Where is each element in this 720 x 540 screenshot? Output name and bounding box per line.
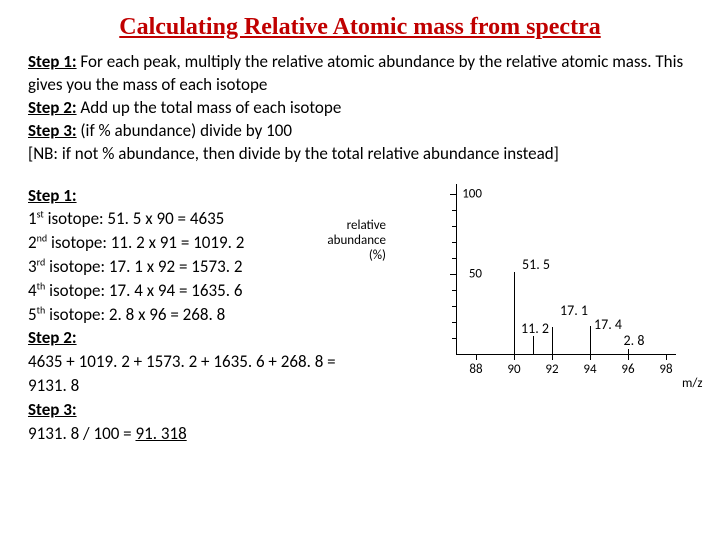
calc-step2-label: Step 2: bbox=[28, 327, 77, 348]
step3-label: Step 3: bbox=[28, 120, 77, 141]
mass-spectrum-chart: relative abundance (%) 88909294969851. 5… bbox=[364, 184, 714, 434]
calc-step3-pre: 9131. 8 / 100 = bbox=[28, 423, 135, 444]
spectrum-bar bbox=[628, 349, 629, 354]
y-minor-tick bbox=[452, 306, 456, 307]
calc-step3-line: 9131. 8 / 100 = 91. 318 bbox=[28, 422, 358, 446]
x-tick bbox=[476, 354, 477, 360]
y-axis-label-2: abundance bbox=[327, 233, 386, 248]
x-tick bbox=[628, 354, 629, 360]
x-tick-label: 88 bbox=[469, 362, 482, 377]
calc-step1-label: Step 1: bbox=[28, 185, 77, 206]
step2-label: Step 2: bbox=[28, 97, 77, 118]
calc-answer: 91. 318 bbox=[135, 423, 186, 444]
y-axis-line bbox=[456, 184, 457, 354]
x-tick bbox=[552, 354, 553, 360]
x-tick bbox=[590, 354, 591, 360]
step3-text: (if % abundance) divide by 100 bbox=[77, 120, 292, 141]
calc-iso3-text: isotope: 17. 1 x 92 = 1573. 2 bbox=[45, 256, 242, 277]
spectrum-bar-label: 2. 8 bbox=[624, 332, 645, 349]
spectrum-bar bbox=[552, 327, 553, 354]
calc-iso4: 4th isotope: 17. 4 x 94 = 1635. 6 bbox=[28, 279, 358, 303]
x-tick-label: 94 bbox=[583, 362, 596, 377]
step2-text: Add up the total mass of each isotope bbox=[77, 97, 342, 118]
y-minor-tick bbox=[452, 258, 456, 259]
instructions-block: Step 1: For each peak, multiply the rela… bbox=[0, 51, 720, 176]
spectrum-bar bbox=[590, 326, 591, 354]
y-axis-label-3: (%) bbox=[369, 248, 386, 263]
y-minor-tick bbox=[452, 210, 456, 211]
y-tick-label: 50 bbox=[469, 266, 482, 281]
calc-iso5: 5th isotope: 2. 8 x 96 = 268. 8 bbox=[28, 303, 358, 327]
y-tick-label: 100 bbox=[462, 186, 482, 201]
y-minor-tick bbox=[452, 322, 456, 323]
calc-iso4-text: isotope: 17. 4 x 94 = 1635. 6 bbox=[45, 280, 242, 301]
y-tick bbox=[450, 194, 456, 195]
instruction-step-1: Step 1: For each peak, multiply the rela… bbox=[28, 51, 692, 97]
x-axis-line bbox=[456, 354, 676, 355]
calc-iso1-text: isotope: 51. 5 x 90 = 4635 bbox=[44, 208, 225, 229]
step1-label: Step 1: bbox=[28, 51, 77, 72]
y-minor-tick bbox=[452, 338, 456, 339]
spectrum-bar-label: 11. 2 bbox=[521, 320, 549, 337]
y-minor-tick bbox=[452, 242, 456, 243]
y-axis-label: relative abundance (%) bbox=[306, 219, 386, 264]
y-minor-tick bbox=[452, 290, 456, 291]
y-axis-label-1: relative bbox=[347, 218, 386, 233]
calc-iso5-text: isotope: 2. 8 x 96 = 268. 8 bbox=[45, 304, 225, 325]
spectrum-bar-label: 51. 5 bbox=[522, 256, 550, 273]
y-tick bbox=[450, 274, 456, 275]
step1-text: For each peak, multiply the relative ato… bbox=[28, 51, 683, 95]
instruction-nb: [NB: if not % abundance, then divide by … bbox=[28, 143, 692, 166]
calc-step2-text: 4635 + 1019. 2 + 1573. 2 + 1635. 6 + 268… bbox=[28, 350, 358, 398]
x-tick-label: 98 bbox=[659, 362, 672, 377]
y-minor-tick bbox=[452, 226, 456, 227]
x-tick-label: 90 bbox=[507, 362, 520, 377]
spectrum-bar-label: 17. 1 bbox=[560, 302, 588, 319]
instruction-step-2: Step 2: Add up the total mass of each is… bbox=[28, 97, 692, 120]
x-axis-label: m/z bbox=[682, 376, 703, 391]
x-tick-label: 92 bbox=[545, 362, 558, 377]
x-tick bbox=[666, 354, 667, 360]
spectrum-bar bbox=[514, 272, 515, 354]
calc-iso2-text: isotope: 11. 2 x 91 = 1019. 2 bbox=[47, 232, 244, 253]
x-tick-label: 96 bbox=[621, 362, 634, 377]
plot-area: 88 90 92 94 96 98 51. 5 11. 2 17. 1 17. 42. 8 bbox=[456, 184, 680, 374]
spectrum-bar-label: 17. 4 bbox=[594, 316, 622, 333]
spectrum-bar bbox=[533, 336, 534, 354]
lower-section: Step 1: 1st isotope: 51. 5 x 90 = 4635 2… bbox=[0, 176, 720, 446]
calc-step3-label: Step 3: bbox=[28, 399, 77, 420]
instruction-step-3: Step 3: (if % abundance) divide by 100 bbox=[28, 120, 692, 143]
x-tick bbox=[514, 354, 515, 360]
page-title: Calculating Relative Atomic mass from sp… bbox=[0, 0, 720, 51]
